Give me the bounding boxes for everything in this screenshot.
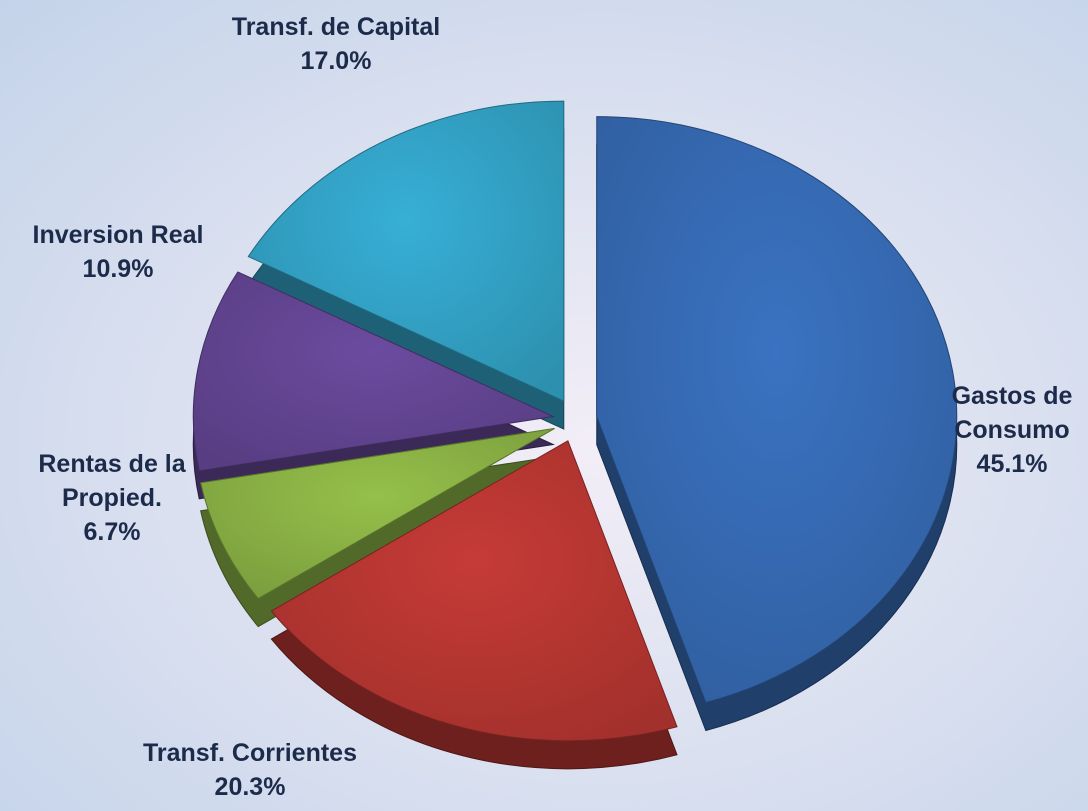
value-label: 6.7% xyxy=(83,518,141,546)
slice xyxy=(247,100,565,402)
slice-label: Rentas de la Propied. 6.7% xyxy=(17,447,207,549)
slice-label: Inversion Real 10.9% xyxy=(0,218,248,286)
value-label: 45.1% xyxy=(976,450,1048,478)
category-label: Gastos de Consumo xyxy=(951,382,1073,444)
value-label: 17.0% xyxy=(300,47,372,75)
value-label: 10.9% xyxy=(82,255,154,283)
slice-label: Transf. Corrientes 20.3% xyxy=(80,736,420,804)
category-label: Transf. Corrientes xyxy=(143,739,357,767)
value-label: 20.3% xyxy=(214,773,286,801)
slice-label: Transf. de Capital 17.0% xyxy=(176,10,496,78)
slice xyxy=(200,427,555,600)
slice xyxy=(192,271,556,472)
category-label: Rentas de la Propied. xyxy=(38,450,186,512)
category-label: Transf. de Capital xyxy=(231,13,441,41)
slice xyxy=(596,116,958,704)
slice xyxy=(270,440,678,742)
category-label: Inversion Real xyxy=(32,221,204,249)
slice-label: Gastos de Consumo 45.1% xyxy=(937,379,1087,481)
